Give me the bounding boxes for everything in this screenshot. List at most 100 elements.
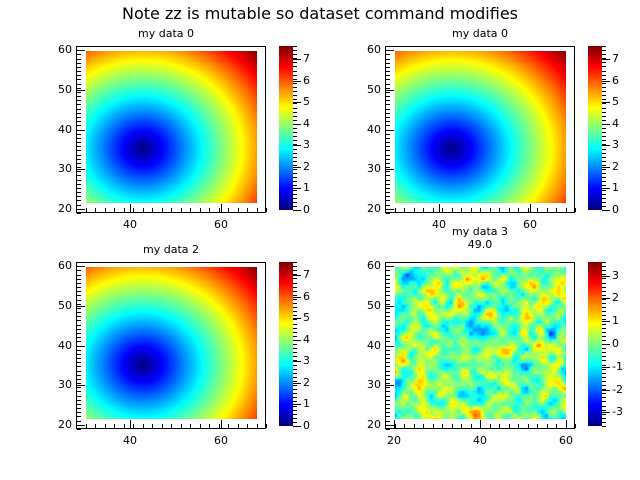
colorbar-minor-tick <box>293 140 297 141</box>
y-tick-label: 60 <box>58 259 72 272</box>
colorbar-major-tick <box>602 390 610 391</box>
colorbar-major-tick <box>293 167 301 168</box>
y-tick-label: 20 <box>367 418 381 431</box>
x-minor-tick <box>238 424 239 428</box>
panel-bottom-right-colorbar <box>588 262 602 426</box>
colorbar-tick-label: 6 <box>303 74 310 87</box>
colorbar-minor-tick <box>602 393 606 394</box>
y-minor-tick <box>77 159 81 160</box>
colorbar-minor-tick <box>602 299 606 300</box>
colorbar-tick-label: 3 <box>303 138 310 151</box>
colorbar-minor-tick <box>602 190 606 191</box>
colorbar-minor-tick <box>293 66 297 67</box>
x-minor-tick <box>238 208 239 212</box>
colorbar-minor-tick <box>293 120 297 121</box>
colorbar-minor-tick <box>602 95 606 96</box>
colorbar-minor-tick <box>293 58 297 59</box>
y-minor-tick <box>386 163 390 164</box>
y-minor-tick <box>386 371 390 372</box>
colorbar-minor-tick <box>293 389 297 390</box>
y-minor-tick <box>77 375 81 376</box>
colorbar-minor-tick <box>293 206 297 207</box>
colorbar-major-tick <box>293 188 301 189</box>
y-minor-tick <box>386 416 390 417</box>
x-minor-tick <box>143 208 144 212</box>
y-minor-tick <box>386 71 390 72</box>
colorbar-minor-tick <box>602 295 606 296</box>
y-minor-tick <box>77 337 81 338</box>
colorbar-minor-tick <box>293 373 297 374</box>
x-major-tick <box>566 420 567 428</box>
y-minor-tick <box>386 350 390 351</box>
x-minor-tick <box>181 208 182 212</box>
x-minor-tick <box>200 424 201 428</box>
y-minor-tick <box>386 155 390 156</box>
y-minor-tick <box>386 341 390 342</box>
x-minor-tick <box>114 208 115 212</box>
y-tick-label: 50 <box>58 83 72 96</box>
y-minor-tick <box>386 46 390 47</box>
panel-top-right-axes <box>385 46 575 213</box>
y-minor-tick <box>77 366 81 367</box>
x-minor-tick <box>461 208 462 212</box>
colorbar-minor-tick <box>602 128 606 129</box>
colorbar-minor-tick <box>602 71 606 72</box>
y-tick-label: 20 <box>58 418 72 431</box>
y-minor-tick <box>77 171 81 172</box>
colorbar-minor-tick <box>293 128 297 129</box>
x-minor-tick <box>566 208 567 212</box>
colorbar-tick-label: 7 <box>303 268 310 281</box>
colorbar-minor-tick <box>602 410 606 411</box>
y-minor-tick <box>386 291 390 292</box>
y-minor-tick <box>77 291 81 292</box>
colorbar-minor-tick <box>602 283 606 284</box>
y-minor-tick <box>77 163 81 164</box>
colorbar-major-tick <box>293 361 301 362</box>
colorbar-major-tick <box>293 383 301 384</box>
colorbar-minor-tick <box>602 418 606 419</box>
colorbar-major-tick <box>602 276 610 277</box>
colorbar-minor-tick <box>602 324 606 325</box>
y-minor-tick <box>386 159 390 160</box>
y-major-tick <box>77 209 85 210</box>
y-minor-tick <box>386 304 390 305</box>
x-minor-tick <box>547 208 548 212</box>
x-minor-tick <box>200 208 201 212</box>
colorbar-minor-tick <box>293 270 297 271</box>
y-minor-tick <box>77 300 81 301</box>
x-minor-tick <box>171 208 172 212</box>
y-minor-tick <box>77 387 81 388</box>
y-minor-tick <box>77 308 81 309</box>
panel-bottom-left-colorbar <box>279 262 293 426</box>
y-minor-tick <box>386 333 390 334</box>
x-minor-tick <box>471 424 472 428</box>
colorbar-minor-tick <box>602 414 606 415</box>
x-minor-tick <box>181 424 182 428</box>
y-minor-tick <box>77 429 81 430</box>
colorbar-minor-tick <box>293 307 297 308</box>
colorbar-minor-tick <box>602 153 606 154</box>
y-minor-tick <box>386 184 390 185</box>
colorbar-minor-tick <box>602 406 606 407</box>
colorbar-major-tick <box>293 102 301 103</box>
colorbar-minor-tick <box>602 87 606 88</box>
colorbar-major-tick <box>293 426 301 427</box>
x-tick-label: 40 <box>123 218 137 231</box>
y-major-tick <box>77 385 85 386</box>
colorbar-minor-tick <box>293 401 297 402</box>
colorbar-minor-tick <box>602 401 606 402</box>
x-minor-tick <box>433 424 434 428</box>
colorbar-minor-tick <box>293 177 297 178</box>
colorbar-minor-tick <box>602 307 606 308</box>
colorbar-minor-tick <box>602 144 606 145</box>
colorbar-minor-tick <box>602 202 606 203</box>
y-minor-tick <box>77 341 81 342</box>
colorbar-minor-tick <box>293 352 297 353</box>
y-minor-tick <box>386 113 390 114</box>
y-minor-tick <box>386 325 390 326</box>
y-tick-label: 30 <box>367 162 381 175</box>
y-minor-tick <box>77 329 81 330</box>
y-minor-tick <box>77 408 81 409</box>
colorbar-minor-tick <box>602 332 606 333</box>
y-major-tick <box>386 130 394 131</box>
